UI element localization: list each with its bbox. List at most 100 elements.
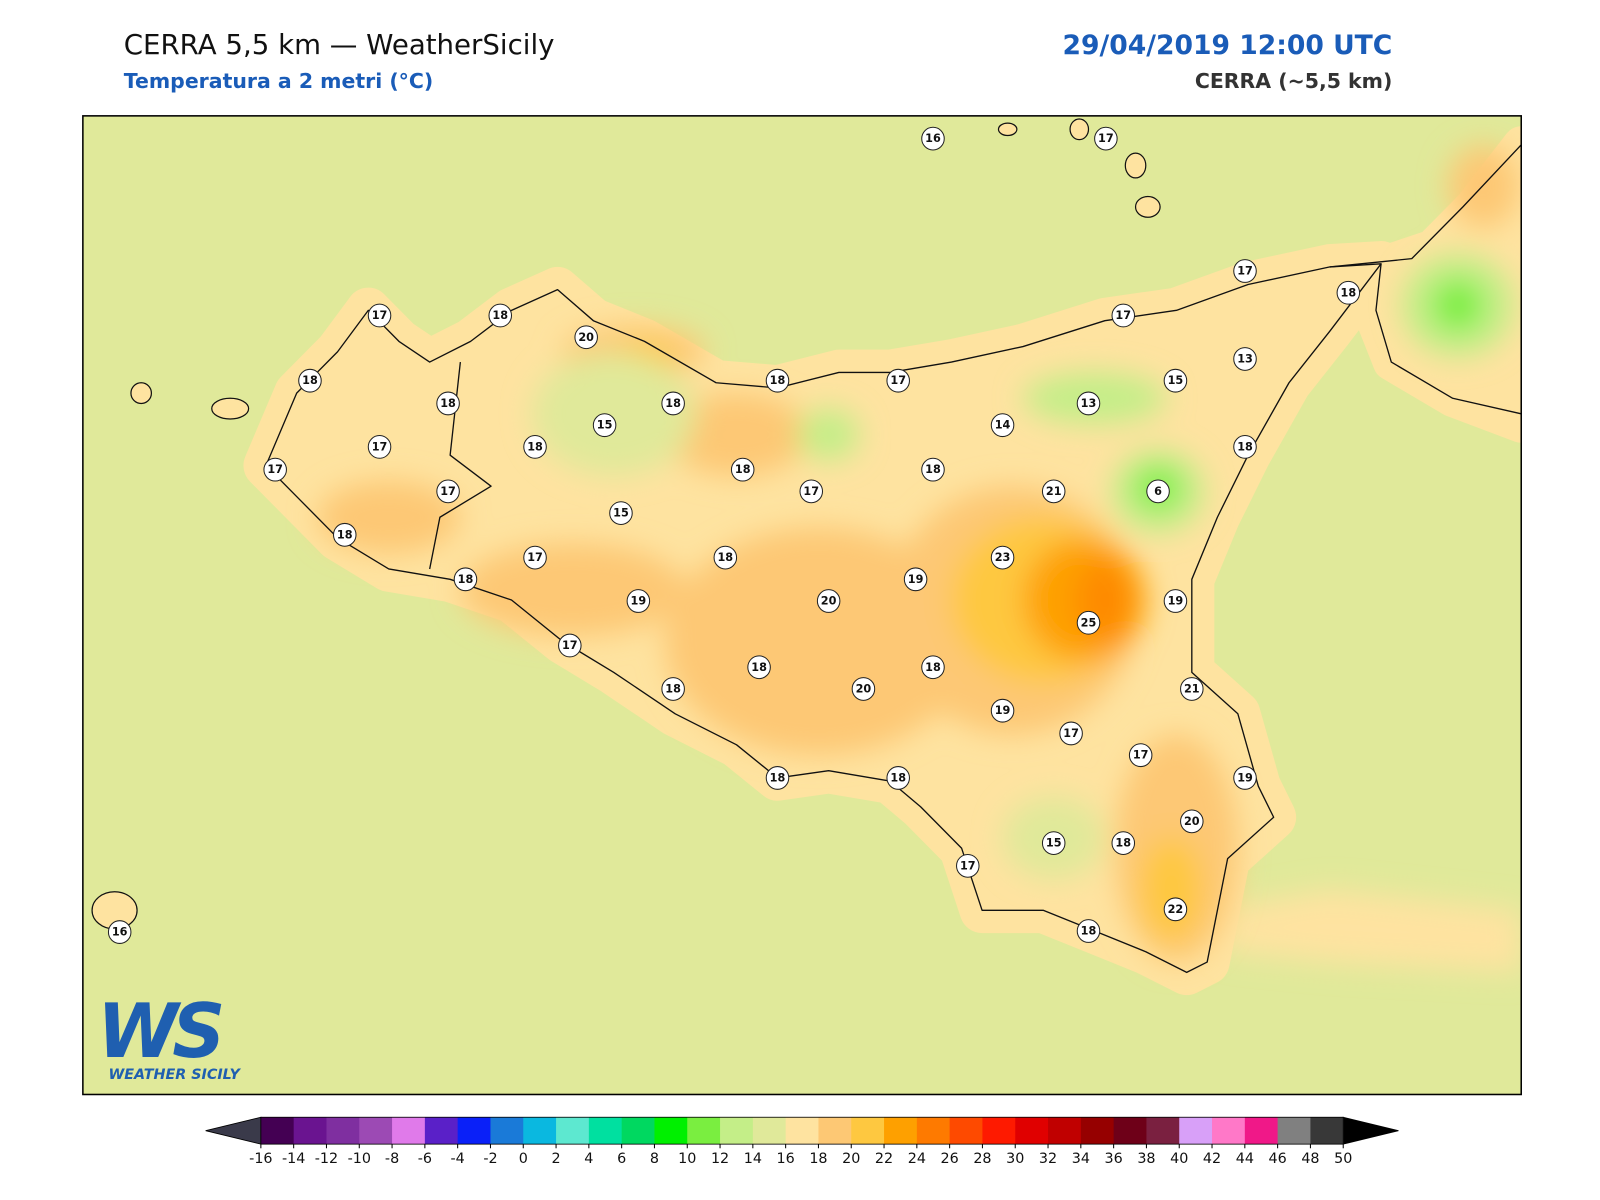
station-value: 17: [267, 463, 283, 476]
station-value: 18: [458, 573, 474, 586]
colorbar-tick-label: 50: [1334, 1151, 1352, 1167]
colorbar-segment: [1080, 1117, 1115, 1145]
colorbar-tick-label: 12: [711, 1151, 729, 1167]
station-value: 17: [1098, 132, 1114, 145]
coastline: [265, 263, 1382, 974]
station-value: 17: [890, 374, 906, 387]
station-value: 17: [1237, 264, 1253, 277]
station-value: 17: [1115, 309, 1131, 322]
colorbar-tick-label: 32: [1039, 1151, 1057, 1167]
station-value: 18: [735, 463, 751, 476]
colorbar-segment: [1146, 1117, 1180, 1145]
station-value: 21: [1046, 485, 1062, 498]
station-marker: [1111, 303, 1136, 328]
colorbar-segment: [884, 1117, 918, 1145]
station-value: 18: [770, 771, 786, 784]
temperature-field: [317, 144, 1520, 963]
model-label: CERRA (~5,5 km): [1195, 69, 1392, 93]
colorbar-segment: [785, 1117, 819, 1145]
colorbar-tick-label: 38: [1137, 1151, 1155, 1167]
station-value: 15: [597, 419, 613, 432]
warm-area: [1447, 144, 1520, 228]
warm-area: [1140, 837, 1203, 942]
station-value: 18: [770, 374, 786, 387]
date: 29/04/2019 12:00 UTC: [1063, 30, 1393, 61]
station-value: 18: [1115, 837, 1131, 850]
colorbar-tick-label: 28: [973, 1151, 991, 1167]
colorbar-segment: [457, 1117, 491, 1145]
station-marker: [367, 435, 392, 459]
station-value: 21: [1184, 682, 1200, 695]
colorbar-segment: [556, 1117, 590, 1145]
station-marker: [956, 853, 980, 878]
station-marker: [661, 677, 685, 701]
station-value: 18: [527, 440, 543, 453]
colorbar-tick-label: 22: [875, 1151, 893, 1167]
colorbar-segment: [1113, 1117, 1147, 1145]
station-marker: [1076, 919, 1101, 943]
logo: WS WEATHER SICILY: [97, 989, 241, 1083]
station-marker: [609, 501, 633, 525]
station-value: 17: [527, 551, 543, 564]
station-marker: [851, 677, 876, 701]
colorbar-segment: [1015, 1117, 1049, 1145]
colorbar-tick-label: -6: [418, 1151, 432, 1167]
title: CERRA 5,5 km — WeatherSicily: [124, 28, 555, 61]
station-marker: [1076, 610, 1101, 635]
colorbar-tick-label: 46: [1269, 1151, 1287, 1167]
station-marker: [436, 479, 460, 504]
station-marker: [713, 545, 738, 570]
station-marker: [107, 920, 132, 944]
colorbar-tick-label: -12: [315, 1151, 338, 1167]
colorbar-segment: [359, 1117, 393, 1145]
colorbar-segment: [1310, 1117, 1344, 1145]
colorbar-tick-label: 4: [584, 1151, 593, 1167]
island: [997, 122, 1018, 137]
colorbar-segment: [293, 1117, 327, 1145]
colorbar-segment: [260, 1117, 295, 1145]
colorbar-segment: [1244, 1117, 1279, 1145]
station-marker: [626, 589, 651, 613]
station-marker: [799, 479, 824, 504]
station-marker: [263, 457, 287, 482]
station-marker: [765, 766, 790, 790]
subtitle: Temperatura a 2 metri (°C): [124, 69, 433, 93]
colorbar-over: [1342, 1116, 1399, 1145]
warm-plume: [1207, 889, 1522, 973]
station-value: 18: [665, 397, 681, 410]
colorbar-segment: [1048, 1117, 1082, 1145]
station-marker: [298, 368, 322, 393]
colorbar-tick-label: 2: [552, 1151, 561, 1167]
station-marker: [523, 435, 547, 459]
island: [1069, 118, 1090, 141]
station-marker: [1336, 280, 1361, 305]
station-value: 6: [1154, 485, 1162, 498]
colorbar-tick-label: 44: [1236, 1151, 1254, 1167]
colorbar-tick-label: 16: [777, 1151, 795, 1167]
station-marker: [592, 413, 617, 438]
station-marker: [1146, 479, 1170, 504]
colorbar-tick-label: -2: [483, 1151, 497, 1167]
station-value: 17: [1063, 727, 1079, 740]
station-marker: [558, 633, 582, 658]
station-value: 19: [631, 594, 647, 607]
station-marker: [488, 303, 513, 328]
station-marker: [1059, 721, 1083, 746]
station-marker: [886, 368, 910, 393]
station-value: 13: [1237, 352, 1253, 365]
station-marker: [574, 325, 598, 350]
station-marker: [903, 567, 928, 592]
station-marker: [990, 698, 1015, 723]
station-marker: [765, 368, 790, 393]
station-value: 15: [1046, 837, 1062, 850]
colorbar-tick-label: 42: [1203, 1151, 1221, 1167]
colorbar-tick-label: 40: [1170, 1151, 1188, 1167]
stations: 16 17 17 18 17 18 20 17 13 18 18 15 18 18 17 15 13 14 17 18…: [107, 126, 1361, 944]
coastline: [1329, 144, 1522, 268]
station-marker: [747, 655, 771, 680]
station-marker: [661, 391, 685, 416]
station-value: 18: [1341, 286, 1357, 299]
station-value: 13: [1081, 397, 1097, 410]
colorbar-segment: [490, 1117, 524, 1145]
